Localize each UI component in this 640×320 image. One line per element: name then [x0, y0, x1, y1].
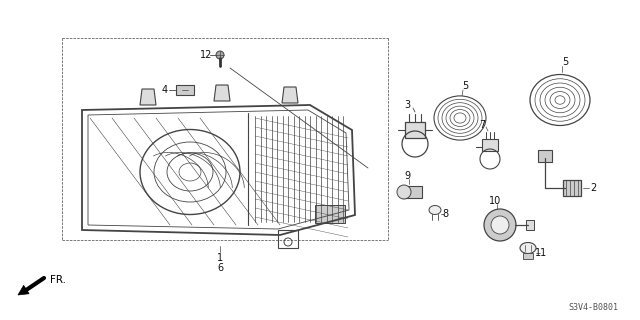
Text: S3V4-B0801: S3V4-B0801 — [568, 303, 618, 312]
Polygon shape — [282, 87, 298, 103]
Bar — [538, 150, 552, 162]
Text: 12: 12 — [200, 50, 212, 60]
Text: 1: 1 — [217, 253, 223, 263]
Text: 5: 5 — [462, 81, 468, 91]
Text: 6: 6 — [217, 263, 223, 273]
Circle shape — [216, 51, 224, 59]
Text: 7: 7 — [479, 120, 485, 130]
Text: 10: 10 — [489, 196, 501, 206]
Polygon shape — [18, 285, 29, 295]
Polygon shape — [214, 85, 230, 101]
Text: 9: 9 — [404, 171, 410, 181]
Bar — [402, 186, 422, 198]
Bar — [523, 253, 533, 259]
Text: FR.: FR. — [50, 275, 66, 285]
Text: 8: 8 — [442, 209, 448, 219]
Bar — [526, 220, 534, 230]
Polygon shape — [140, 89, 156, 105]
Bar — [482, 139, 498, 151]
Circle shape — [484, 209, 516, 241]
Text: 11: 11 — [535, 248, 547, 258]
Bar — [405, 122, 425, 138]
Text: 5: 5 — [562, 57, 568, 67]
Bar — [563, 180, 581, 196]
Circle shape — [491, 216, 509, 234]
Circle shape — [397, 185, 411, 199]
Text: 4: 4 — [162, 85, 168, 95]
Ellipse shape — [520, 243, 536, 253]
Text: 3: 3 — [404, 100, 410, 110]
Text: 2: 2 — [590, 183, 596, 193]
Bar — [176, 85, 194, 95]
Ellipse shape — [429, 205, 441, 214]
Bar — [315, 205, 345, 223]
